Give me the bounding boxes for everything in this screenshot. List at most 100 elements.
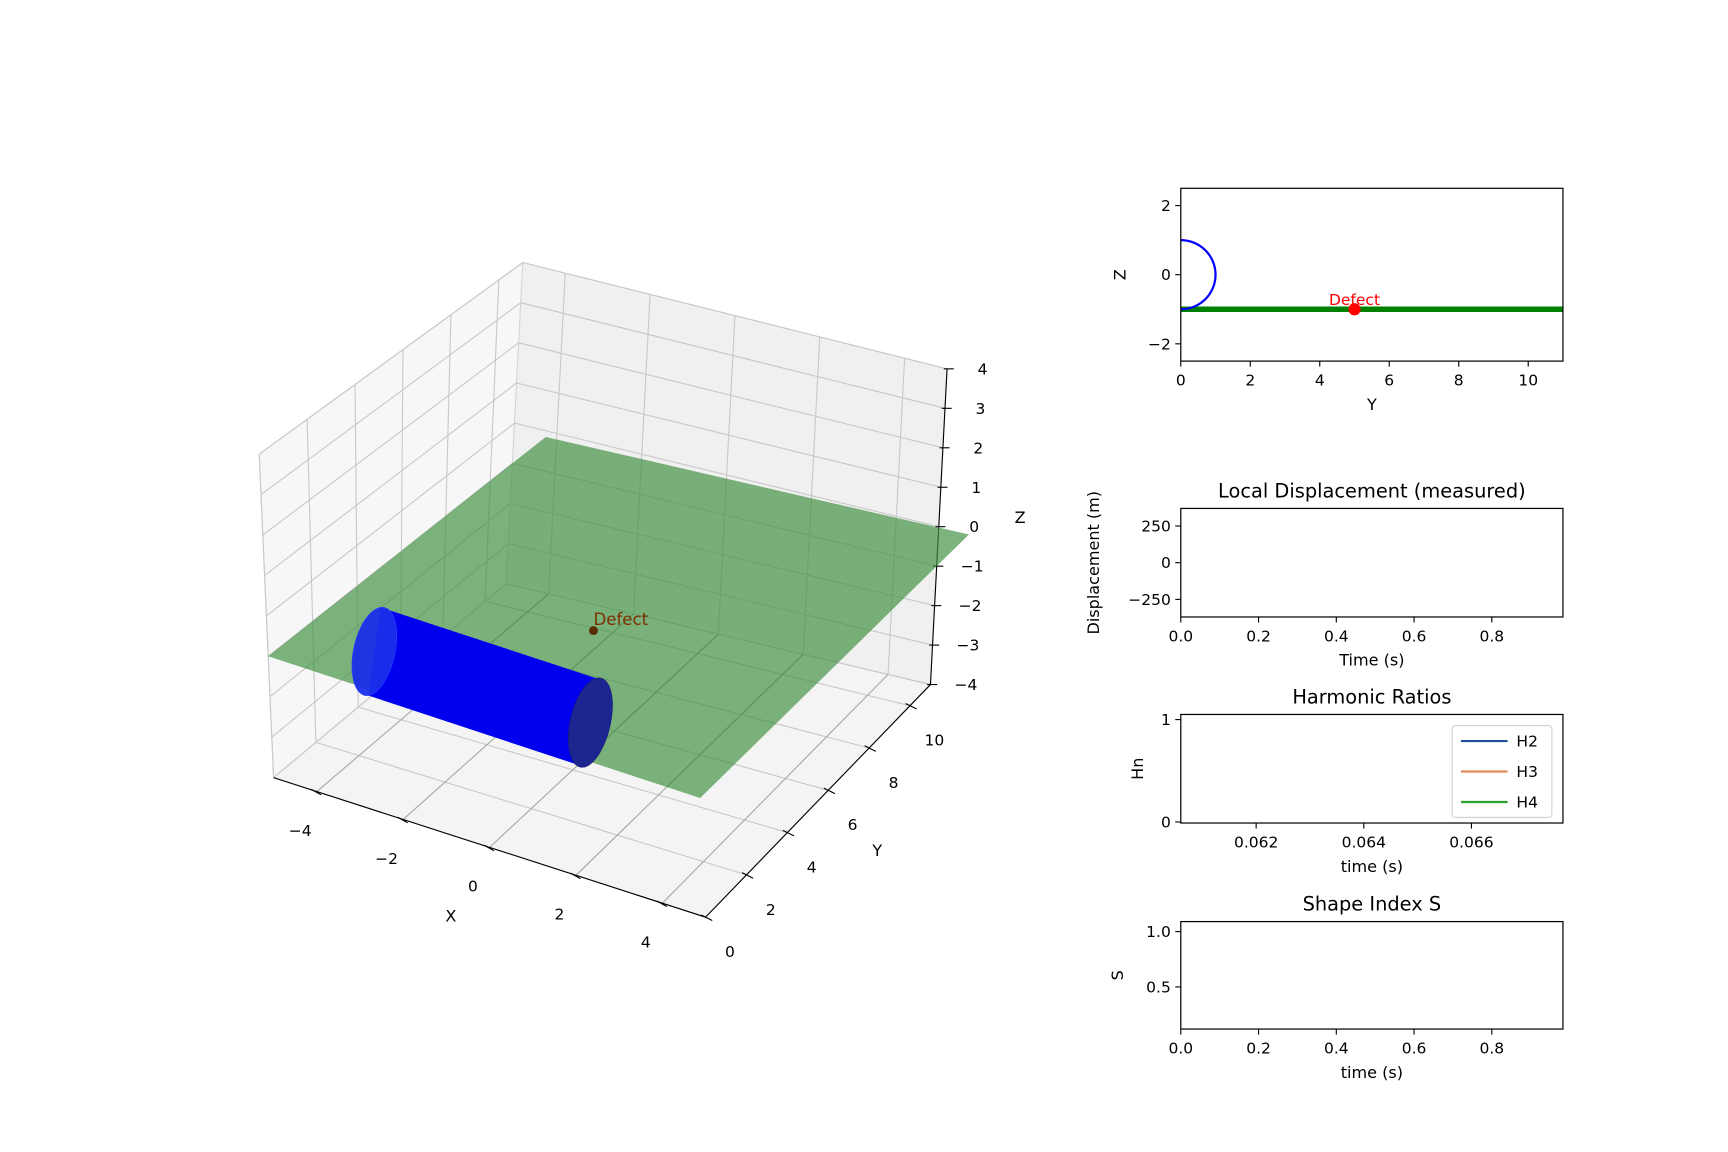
z-tick-label: 1	[971, 479, 981, 497]
y-tick-label: −250	[1128, 591, 1171, 609]
y-tick-label: 0	[725, 943, 735, 961]
x-axis-label: Time (s)	[1338, 651, 1404, 670]
x-tick-label: −2	[375, 850, 398, 868]
x-tick-label: 0.0	[1168, 1039, 1193, 1057]
shape-index-axes: 0.0 0.2 0.4 0.6 0.8 1.0 0.5 time (s) S Shape Inde…	[1108, 893, 1564, 1082]
y-axis-label: Hn	[1128, 758, 1147, 780]
x-tick-label: 0.064	[1342, 833, 1386, 851]
z-tick-label: 4	[978, 360, 988, 378]
grid-line	[514, 422, 939, 528]
x-tick-label: 8	[1454, 371, 1464, 389]
y-tick-label: 0	[1161, 554, 1171, 572]
cylinder-right-cap	[568, 677, 613, 768]
grid-line	[522, 261, 948, 370]
y-tick-label: 2	[766, 901, 776, 919]
y-tick-label: 1.0	[1146, 923, 1171, 941]
x-tick-label: 0.6	[1402, 1039, 1427, 1057]
y-tick-label: −2	[1148, 335, 1171, 353]
y-tick-label: 4	[807, 858, 817, 876]
x-tick-label: 0	[1176, 371, 1186, 389]
x-tick	[656, 900, 668, 908]
x-tick-label: 0.066	[1449, 833, 1493, 851]
y-tick	[782, 829, 795, 837]
grid-line	[266, 422, 515, 617]
y-axis-label-3d: Y	[871, 841, 882, 860]
legend-label-h2: H2	[1516, 733, 1538, 751]
z-tick-label: −3	[957, 637, 980, 655]
x-tick	[570, 872, 581, 880]
grid-line	[662, 674, 889, 904]
grid-line-behind-plane	[662, 674, 889, 904]
x-tick-label: 0.8	[1479, 627, 1504, 645]
x-tick-label: 0	[468, 878, 478, 896]
grid-line	[262, 342, 520, 536]
grid-line	[260, 302, 522, 496]
y-tick	[741, 872, 754, 879]
y-tick	[905, 702, 917, 710]
x-tick-label: 2	[1245, 371, 1255, 389]
axes-frame	[1180, 507, 1564, 618]
x-axis-label: time (s)	[1341, 1063, 1403, 1082]
x-tick-label: 0.062	[1234, 833, 1278, 851]
x-tick-label: 0.6	[1402, 627, 1427, 645]
z-tick-label: −1	[961, 558, 984, 576]
x-tick-label: 0.0	[1168, 627, 1193, 645]
x-tick	[483, 844, 495, 852]
plot-title: Local Displacement (measured)	[1218, 479, 1526, 502]
y-tick-label: 10	[925, 732, 945, 750]
axes-frame	[1180, 187, 1564, 362]
x-axis-label: Y	[1366, 395, 1377, 414]
y-tick-label: 250	[1141, 518, 1171, 536]
legend-label-h4: H4	[1516, 794, 1538, 812]
x-tick-label: −4	[289, 822, 312, 840]
y-tick-label: 2	[1161, 197, 1171, 215]
z-tick-label: −4	[954, 676, 977, 694]
y-tick-label: 0	[1161, 266, 1171, 284]
x-tick-label: 2	[554, 906, 564, 924]
x-tick-label: 0.2	[1246, 627, 1271, 645]
x-tick-label: 0.4	[1324, 627, 1349, 645]
grid-line	[258, 262, 524, 455]
grid-line	[516, 382, 941, 488]
x-tick-label: 10	[1518, 371, 1538, 389]
x-tick-label: 4	[1315, 371, 1325, 389]
x-axis-label-3d: X	[445, 907, 456, 926]
y-tick-label: 0.5	[1146, 978, 1171, 996]
x-tick	[397, 816, 408, 824]
grid-line	[264, 382, 517, 576]
y-tick-label: 8	[889, 774, 899, 792]
y-axis-label: S	[1108, 970, 1127, 980]
legend-label-h3: H3	[1516, 763, 1538, 781]
y-axis-label: Z	[1110, 269, 1129, 280]
axes-frame	[1180, 713, 1564, 824]
defect-marker	[589, 626, 598, 636]
pipe-section-arc	[1180, 239, 1217, 311]
x-tick	[310, 788, 322, 796]
harmonic-ratios-axes: 0.062 0.064 0.066 1 0 time (s) Hn Harmonic Rati…	[1128, 685, 1564, 876]
cylinder-body	[368, 607, 597, 768]
y-axis-label: Displacement (m)	[1084, 491, 1103, 635]
y-tick	[700, 914, 713, 921]
x-tick-label: 4	[641, 934, 651, 952]
3d-objects: Defect	[268, 436, 969, 904]
z-tick-label: −2	[959, 597, 982, 615]
y-tick	[864, 745, 877, 752]
z-axis-label-3d: Z	[1015, 508, 1026, 527]
axes-frame	[1180, 920, 1564, 1030]
side-view-axes: Defect 0 2 4 6 8 10 2 0 −2 Y Z	[1110, 187, 1564, 414]
y-tick	[823, 787, 836, 795]
cylinder-left-cap	[351, 607, 398, 696]
plot-title: Harmonic Ratios	[1292, 685, 1451, 708]
x-tick-label: 0.4	[1324, 1039, 1349, 1057]
x-tick-label: 0.8	[1479, 1039, 1504, 1057]
grid-line-behind-plane	[575, 653, 804, 876]
defect-marker	[1348, 303, 1361, 316]
z-tick-label: 3	[976, 400, 986, 418]
y-tick-label: 1	[1161, 711, 1171, 729]
x-tick-label: 6	[1384, 371, 1394, 389]
x-axis-line	[273, 777, 706, 918]
z-tick-label: 0	[969, 518, 979, 536]
